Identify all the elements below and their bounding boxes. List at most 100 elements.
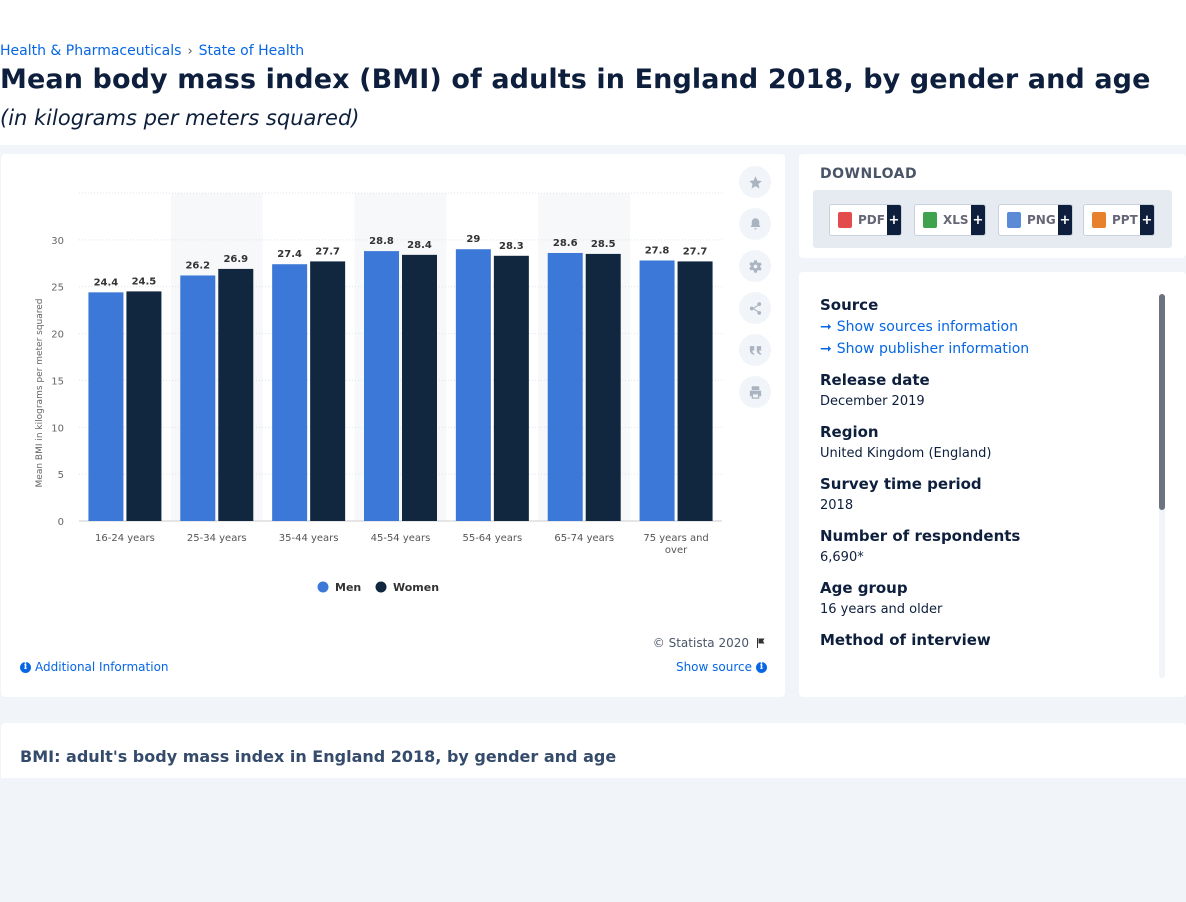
x-tick-label: 16-24 years xyxy=(95,533,155,544)
legend-marker-men xyxy=(317,581,329,593)
show-source-link[interactable]: Show source i xyxy=(676,660,767,674)
release-date-label: Release date xyxy=(820,371,930,389)
ppt-file-icon xyxy=(1092,212,1106,228)
breadcrumb-state-of-health[interactable]: State of Health xyxy=(198,43,305,59)
xls-file-icon xyxy=(923,212,937,228)
data-label: 26.2 xyxy=(185,260,210,271)
header-background xyxy=(0,0,1186,145)
info-list: Source ➞ Show sources information ➞ Show… xyxy=(820,296,1150,649)
data-label: 27.4 xyxy=(277,249,302,260)
data-label: 28.3 xyxy=(499,241,524,252)
show-source-label: Show source xyxy=(675,660,752,674)
y-tick-label: 30 xyxy=(51,236,64,247)
bar-men xyxy=(455,249,491,521)
method-label: Method of interview xyxy=(820,631,991,649)
scrollbar-thumb[interactable] xyxy=(1159,294,1165,510)
breadcrumb: Health & Pharmaceuticals › State of Heal… xyxy=(0,43,304,59)
download-ppt-label: PPT xyxy=(1112,213,1138,227)
legend-label-women: Women xyxy=(393,581,439,594)
data-label: 24.5 xyxy=(132,276,157,287)
region-label: Region xyxy=(820,423,879,441)
bar-men xyxy=(180,275,216,521)
age-group-value: 16 years and older xyxy=(820,602,943,617)
bell-icon xyxy=(750,217,760,229)
bar-chart: 0 5 10 15 20 25 30 Mean BMI in kilograms per me… xyxy=(35,192,722,594)
plus-icon: + xyxy=(887,205,901,235)
additional-information-label: Additional Information xyxy=(35,660,169,674)
settings-button[interactable] xyxy=(739,250,771,282)
bar-men xyxy=(88,292,124,521)
info-icon: i xyxy=(756,661,767,673)
bar-women xyxy=(402,254,437,521)
y-tick-label: 25 xyxy=(51,283,64,294)
copyright-text: © Statista 2020 xyxy=(652,636,749,650)
png-file-icon xyxy=(1007,212,1021,228)
legend-marker-women xyxy=(375,581,387,593)
bar-men xyxy=(639,260,675,521)
y-axis-label: Mean BMI in kilograms per meter squared xyxy=(35,299,45,488)
plus-icon: + xyxy=(1140,205,1154,235)
region-value: United Kingdom (England) xyxy=(820,446,992,461)
data-label: 27.7 xyxy=(683,246,708,257)
quote-icon xyxy=(749,345,761,355)
show-publisher-link[interactable]: ➞ Show publisher information xyxy=(820,341,1150,357)
favorite-button[interactable] xyxy=(739,166,771,198)
print-button[interactable] xyxy=(739,376,771,408)
share-button[interactable] xyxy=(739,292,771,324)
download-card: DOWNLOAD PDF + XLS + PNG + PPT + xyxy=(799,154,1186,258)
print-icon xyxy=(749,385,761,399)
page-title: Mean body mass index (BMI) of adults in … xyxy=(0,64,1151,95)
data-label: 28.4 xyxy=(407,240,432,251)
download-title: DOWNLOAD xyxy=(820,166,918,182)
related-title[interactable]: BMI: adult's body mass index in England … xyxy=(20,747,617,766)
y-tick-label: 15 xyxy=(51,376,64,387)
arrow-right-icon: ➞ xyxy=(820,319,832,335)
flag-icon[interactable] xyxy=(755,637,767,649)
y-tick-label: 5 xyxy=(58,470,64,481)
download-pdf-button[interactable]: PDF + xyxy=(829,204,902,236)
info-icon: i xyxy=(20,661,31,673)
chart-card: 0 5 10 15 20 25 30 Mean BMI in kilograms per me… xyxy=(1,154,785,697)
y-tick-label: 10 xyxy=(51,423,64,434)
data-label: 29 xyxy=(466,234,480,245)
additional-information-link[interactable]: i Additional Information xyxy=(20,660,169,674)
copyright: © Statista 2020 xyxy=(653,636,767,650)
pdf-file-icon xyxy=(838,212,852,228)
cite-button[interactable] xyxy=(739,334,771,366)
download-pdf-label: PDF xyxy=(858,213,885,227)
plus-icon: + xyxy=(971,205,985,235)
data-label: 26.9 xyxy=(223,254,248,265)
data-label: 28.8 xyxy=(369,236,394,247)
show-sources-label: Show sources information xyxy=(836,319,1018,335)
bar-women xyxy=(493,255,529,521)
download-options: PDF + XLS + PNG + PPT + xyxy=(813,190,1172,248)
respondents-label: Number of respondents xyxy=(820,527,1021,545)
notification-button[interactable] xyxy=(739,208,771,240)
arrow-right-icon: ➞ xyxy=(820,341,832,357)
plus-icon: + xyxy=(1058,205,1072,235)
y-tick-label: 20 xyxy=(51,330,64,341)
breadcrumb-health[interactable]: Health & Pharmaceuticals xyxy=(0,43,182,59)
legend-label-men: Men xyxy=(335,581,361,594)
x-tick-label: 75 years and over xyxy=(643,533,708,556)
download-xls-label: XLS xyxy=(943,213,969,227)
download-ppt-button[interactable]: PPT + xyxy=(1083,204,1155,236)
breadcrumb-separator: › xyxy=(187,43,193,59)
release-date-value: December 2019 xyxy=(820,394,925,409)
bar-men xyxy=(547,252,583,521)
info-scrollbar[interactable] xyxy=(1159,294,1165,678)
statistic-info-card: Source ➞ Show sources information ➞ Show… xyxy=(799,272,1186,697)
download-xls-button[interactable]: XLS + xyxy=(914,204,986,236)
star-icon xyxy=(748,175,762,188)
bar-men xyxy=(364,251,399,522)
data-label: 27.7 xyxy=(315,246,340,257)
survey-period-label: Survey time period xyxy=(820,475,982,493)
show-sources-link[interactable]: ➞ Show sources information xyxy=(820,319,1150,335)
bar-women xyxy=(218,268,254,521)
bar-women xyxy=(585,253,621,521)
bar-women xyxy=(310,261,346,521)
download-png-button[interactable]: PNG + xyxy=(998,204,1073,236)
bar-women xyxy=(677,261,713,521)
download-png-label: PNG xyxy=(1027,213,1056,227)
x-tick-label: 55-64 years xyxy=(462,533,522,544)
